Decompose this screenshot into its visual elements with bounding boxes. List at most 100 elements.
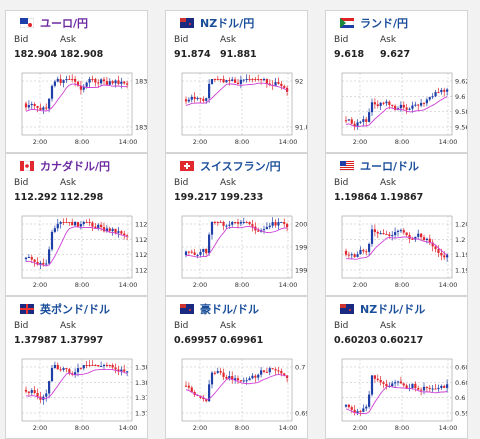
pair-link[interactable]: NZドル/円 (200, 17, 255, 30)
candle-body (48, 98, 51, 109)
moving-average-line (185, 373, 288, 400)
candle-body (88, 365, 91, 366)
candle-body (443, 89, 446, 92)
candle-body (30, 103, 33, 106)
candle-body (370, 229, 374, 244)
candle-body (105, 81, 108, 85)
pair-link[interactable]: ユーロ/円 (40, 17, 89, 30)
candle-body (123, 233, 126, 236)
ask-value: 91.881 (220, 49, 257, 60)
candle-body (347, 404, 350, 408)
candle-body (376, 104, 379, 106)
y-tick-label: 112.4 (135, 236, 147, 244)
candle-body (56, 79, 59, 82)
y-tick-label: 0.598 (455, 410, 467, 418)
pair-link[interactable]: NZドル/ドル (360, 303, 426, 316)
candle-body (42, 262, 45, 265)
nz-flag-icon (180, 18, 194, 28)
rate-card[interactable]: ランド/円 Bid 9.618 Ask 9.627 9.62 9.6 9.58 9.56 2:00… (325, 10, 468, 153)
candle-body (53, 228, 56, 232)
candlestick-chart[interactable]: 183.5 183 2:00 8:00 14:00 (10, 68, 147, 153)
rate-card[interactable]: ユーロ/ドルBid1.19864Ask1.198671.2051.21.1951… (325, 153, 468, 296)
candle-body (102, 227, 106, 232)
candle-body (102, 79, 106, 82)
rate-card[interactable]: カナダドル/円Bid112.292Ask112.298112.6112.4112… (5, 153, 148, 296)
pair-link[interactable]: 豪ドル/ドル (200, 303, 260, 316)
candle-body (236, 378, 240, 381)
moving-average-line (25, 83, 128, 112)
candle-body (274, 222, 277, 226)
gb-flag-icon (20, 304, 34, 314)
candle-body (79, 224, 82, 227)
candle-body (36, 105, 39, 108)
y-tick-label: 9.6 (455, 93, 465, 101)
bid-label: Bid (174, 321, 189, 331)
candle-body (36, 392, 39, 397)
x-tick-label: 2:00 (353, 138, 368, 146)
pair-link[interactable]: ランド/円 (360, 17, 409, 30)
ask-value: 182.908 (60, 49, 104, 60)
candlestick-chart[interactable]: 0.604 0.602 0.6 0.598 2:00 8:00 14:00 (330, 354, 467, 439)
ask-label: Ask (380, 321, 397, 331)
nz-us-flag-icon (340, 304, 354, 314)
candle-body (254, 375, 257, 378)
candle-body (431, 242, 434, 247)
candle-body (277, 222, 280, 226)
ask-label: Ask (220, 321, 237, 331)
candle-body (379, 102, 382, 106)
candle-body (446, 254, 449, 258)
y-tick-label: 9.56 (455, 124, 467, 132)
candle-body (210, 79, 214, 84)
x-tick-label: 8:00 (395, 281, 410, 289)
candle-body (79, 368, 82, 370)
candlestick-chart[interactable]: 1.385 1.38 1.375 1.37 2:00 8:00 14:00 (10, 354, 147, 439)
candle-body (53, 365, 56, 369)
candle-body (265, 79, 268, 84)
candle-body (408, 235, 411, 239)
candle-body (283, 373, 286, 376)
ask-label: Ask (60, 178, 77, 188)
candle-body (53, 81, 56, 86)
y-tick-label: 1.375 (135, 394, 147, 402)
bid-label: Bid (334, 35, 349, 45)
moving-average-line (185, 82, 288, 106)
x-tick-label: 14:00 (279, 424, 298, 432)
rate-card[interactable]: NZドル/ドルBid0.60203Ask0.602170.6040.6020.6… (325, 296, 468, 439)
candle-body (216, 371, 219, 373)
candle-body (202, 397, 205, 400)
x-tick-label: 14:00 (439, 138, 458, 146)
candle-body (48, 249, 51, 264)
candle-body (405, 232, 408, 236)
candlestick-chart[interactable]: 112.6 112.4 112.2 112 2:00 8:00 14:00 (10, 211, 147, 296)
candle-body (370, 375, 374, 395)
bid-label: Bid (334, 178, 349, 188)
pair-link[interactable]: カナダドル/円 (40, 160, 111, 173)
candlestick-chart[interactable]: 9.62 9.6 9.58 9.56 2:00 8:00 14:00 (330, 68, 467, 153)
candle-body (24, 257, 28, 260)
candle-body (373, 102, 376, 105)
candlestick-chart[interactable]: 92 91.8 2:00 8:00 14:00 (170, 68, 307, 153)
x-tick-label: 14:00 (279, 138, 298, 146)
rate-card[interactable]: NZドル/円 Bid 91.874 Ask 91.881 92 91.8 2:00 8:00 14… (165, 10, 308, 153)
pair-link[interactable]: ユーロ/ドル (360, 160, 420, 173)
bid-label: Bid (174, 35, 189, 45)
candle-body (391, 235, 394, 237)
candle-body (76, 222, 80, 227)
candle-body (79, 85, 82, 90)
candle-body (71, 79, 74, 80)
pair-link[interactable]: スイスフラン/円 (200, 160, 281, 173)
candlestick-chart[interactable]: 200 199.5 199 2:00 8:00 14:00 (170, 211, 307, 296)
candlestick-chart[interactable]: 1.205 1.2 1.195 1.19 2:00 8:00 14:00 (330, 211, 467, 296)
candlestick-chart[interactable]: 0.7 0.695 2:00 8:00 14:00 (170, 354, 307, 439)
rate-card[interactable]: スイスフラン/円Bid199.217Ask199.233200199.51992… (165, 153, 308, 296)
pair-link[interactable]: 英ポンド/ドル (40, 303, 111, 316)
candle-body (50, 231, 54, 250)
candle-body (422, 102, 426, 104)
candle-body (71, 222, 74, 226)
candle-body (382, 102, 385, 104)
candle-body (428, 387, 431, 389)
candle-body (414, 104, 417, 106)
